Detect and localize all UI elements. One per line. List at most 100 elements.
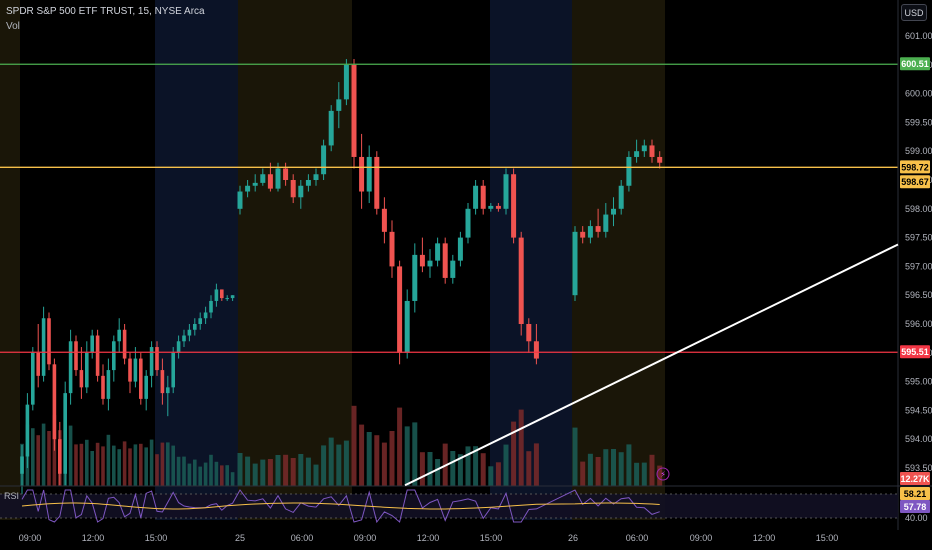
volume-bar <box>305 457 311 486</box>
volume-bar <box>275 455 281 486</box>
volume-bar <box>389 431 395 486</box>
volume-bar <box>465 446 471 486</box>
candle-body <box>313 174 319 180</box>
price-tick-label: 594.50 <box>905 405 932 415</box>
candle-body <box>518 237 524 324</box>
candle-body <box>480 185 486 209</box>
level-tag: 595.51 <box>901 347 929 357</box>
price-tick-label: 597.50 <box>905 233 932 243</box>
last-price-tag-bg <box>900 175 930 189</box>
rsi-ma-tag-bg <box>900 487 930 500</box>
candle-body <box>117 329 121 342</box>
horizontal-levels <box>0 0 932 530</box>
candle-body <box>95 335 100 376</box>
volume-bar <box>144 447 148 486</box>
candle-body <box>275 168 281 189</box>
candle-body <box>237 191 243 209</box>
volume-bar <box>95 442 100 486</box>
volume-bar <box>237 453 243 486</box>
volume-bar <box>526 451 532 486</box>
volume-bar <box>473 446 479 486</box>
volume-bar <box>611 449 616 486</box>
candle-body <box>90 335 94 353</box>
candle-body <box>214 289 219 301</box>
volume-bar <box>230 472 235 486</box>
last-price-tag: 598.67 <box>901 177 929 187</box>
candle-body <box>225 298 229 300</box>
rsi-line <box>21 489 660 524</box>
volume-bar <box>260 459 266 486</box>
candle-body <box>176 341 181 353</box>
price-tick-label: 593.50 <box>905 463 932 473</box>
candle-body <box>503 174 509 209</box>
candle-body <box>618 185 624 209</box>
volume-bar <box>580 461 586 486</box>
volume-bar <box>450 451 456 486</box>
volume-bar <box>182 456 186 486</box>
candle-body <box>389 231 395 267</box>
lightning-icon-glyph: ⚡ <box>660 470 666 479</box>
time-tick-label: 25 <box>235 533 245 543</box>
candle-body <box>220 289 224 299</box>
candle-body <box>595 226 601 232</box>
candle-body <box>626 156 632 186</box>
candle-body <box>85 352 89 388</box>
level-tag: 600.51 <box>901 59 929 69</box>
volume-bar <box>149 439 154 486</box>
candle-body <box>245 185 251 192</box>
lightning-icon <box>656 467 670 481</box>
time-axis[interactable]: 09:00 12:00 15:00 25 06:00 09:00 12:00 15:00 26 0… <box>19 533 839 543</box>
candle-body <box>149 347 154 376</box>
volume-bar <box>155 454 159 486</box>
candle-body <box>321 145 327 175</box>
candle-body <box>634 151 640 157</box>
volume-bar <box>31 428 35 486</box>
time-tick-label: 26 <box>568 533 578 543</box>
volume-bar <box>176 456 181 486</box>
candle-body <box>526 324 532 342</box>
volume-bar <box>595 457 601 486</box>
volume-bar <box>374 435 380 486</box>
candle-body <box>198 318 202 324</box>
candle-body <box>252 182 258 186</box>
volume-bar <box>657 465 663 486</box>
candle-body <box>473 185 479 209</box>
time-tick-label: 12:00 <box>82 533 105 543</box>
trendline[interactable] <box>404 243 899 487</box>
volume-bar <box>203 462 208 486</box>
volume-bar <box>171 445 175 486</box>
currency-button[interactable]: USD <box>901 4 927 21</box>
candle-body <box>36 352 40 376</box>
candle-body <box>351 64 357 157</box>
volume-bar <box>480 453 486 486</box>
volume-bar <box>381 442 387 486</box>
candle-body <box>603 214 609 232</box>
candle-body <box>128 358 132 382</box>
volume-bar <box>36 435 40 486</box>
candle-body <box>427 260 433 267</box>
candle-body <box>611 208 616 215</box>
candle-body <box>144 375 148 399</box>
volume-bar <box>252 463 258 486</box>
volume-bar <box>128 448 132 486</box>
volume-bar <box>298 454 304 486</box>
volume-bar <box>397 407 403 486</box>
session-band-3 <box>490 0 572 520</box>
volume-bar <box>101 446 105 486</box>
candle-body <box>374 156 380 209</box>
volume-bar <box>122 441 127 486</box>
volume-bar <box>290 458 296 486</box>
volume-bar <box>587 453 593 486</box>
candle-body <box>366 156 372 192</box>
candle-body <box>343 64 349 100</box>
time-tick-label: 06:00 <box>291 533 314 543</box>
price-axis[interactable]: 601.00600.50600.00599.50599.00598.50598.… <box>905 31 932 523</box>
candle-body <box>112 341 116 371</box>
volume-bar <box>366 432 372 486</box>
candle-body <box>230 295 235 299</box>
rsi-band <box>0 494 898 518</box>
price-tick-label: 594.00 <box>905 434 932 444</box>
time-tick-label: 12:00 <box>417 533 440 543</box>
candle-body <box>101 375 105 399</box>
